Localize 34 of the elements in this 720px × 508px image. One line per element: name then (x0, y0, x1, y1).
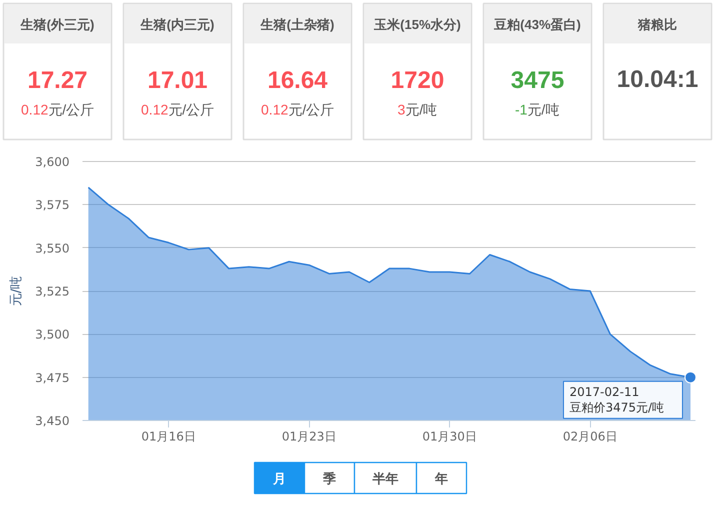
text: 17.27 (27, 67, 88, 94)
y-tick-label: 3,575 (35, 198, 70, 212)
x-tick-label: 01月23日 (282, 430, 336, 444)
category-label: 猪粮比 (637, 17, 677, 32)
category-label: 生猪(外三元) (20, 17, 94, 32)
y-tick-label: 3,550 (35, 241, 70, 256)
text: 3元/吨 (398, 102, 438, 118)
text: 0.12元/公斤 (261, 102, 334, 118)
text: -1元/吨 (514, 102, 560, 118)
y-axis-title: 元/吨 (9, 276, 24, 306)
text: 0.12元/公斤 (141, 102, 214, 118)
text: 16.64 (267, 67, 328, 94)
category-label: 玉米(15%水分) (373, 17, 461, 32)
category-label: 半年 (372, 471, 398, 486)
x-tick-label: 01月16日 (141, 430, 196, 444)
x-tick-label: 01月30日 (422, 430, 477, 444)
y-tick-label: 3,450 (35, 414, 70, 428)
y-tick-label: 3,600 (35, 155, 70, 169)
category-label: 年 (434, 471, 448, 486)
text: 1720 (390, 67, 444, 94)
category-label: 生猪(内三元) (140, 17, 214, 32)
y-tick-label: 3,525 (35, 284, 70, 298)
text: 17.01 (147, 67, 208, 94)
text: 10.04:1 (616, 66, 698, 93)
text: 3475 (510, 67, 564, 94)
text: 0.12元/公斤 (21, 102, 94, 118)
y-tick-label: 3,475 (35, 370, 70, 385)
y-tick-label: 3,500 (35, 328, 70, 342)
x-tick-label: 02月06日 (562, 430, 618, 444)
category-label: 生猪(土杂猪) (260, 17, 334, 32)
category-label: 季 (322, 471, 336, 486)
annotation: 2017-02-11 豆粕价3475元/吨 (569, 384, 664, 414)
category-label: 月 (272, 471, 286, 486)
category-label: 豆粕(43%蛋白) (493, 17, 581, 32)
